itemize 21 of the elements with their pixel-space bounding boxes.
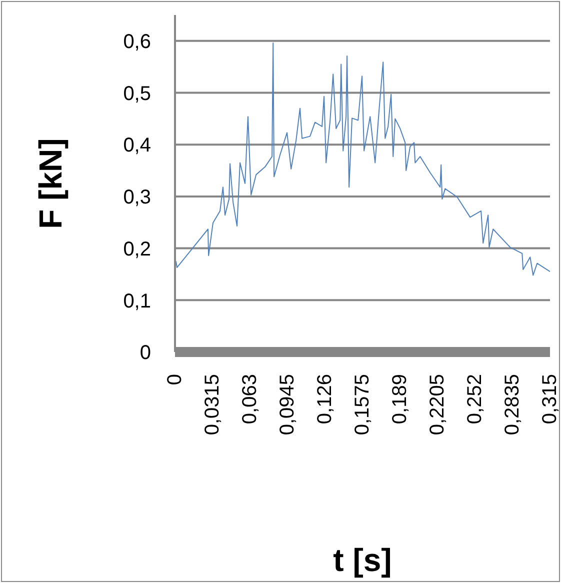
x-tick-label: 0,0945 [276,374,298,436]
x-tick-label: 0,126 [314,374,336,424]
x-tick-label: 0,2205 [426,374,448,436]
y-tick-label: 0,1 [123,290,151,312]
x-axis-title: t [s] [333,542,392,578]
x-tick-label: 0 [164,374,186,386]
x-tick-label: 0,315 [539,374,561,424]
y-tick-label: 0,3 [123,186,151,209]
y-tick-label: 0,2 [123,238,151,260]
y-tick-label: 0,6 [123,31,151,54]
x-tick-label: 0,063 [239,374,261,424]
y-axis-title: F [kN] [32,138,68,229]
line-series [175,42,550,276]
x-tick-label: 0,1575 [352,374,374,436]
y-tick-label: 0,4 [123,134,151,157]
y-tick-label: 0,5 [123,82,151,105]
y-tick-label: 0 [140,342,151,364]
x-tick-label: 0,0315 [202,374,224,436]
x-tick-label: 0,189 [389,374,411,424]
x-tick-label: 0,2835 [502,374,524,436]
x-tick-label: 0,252 [464,374,486,424]
